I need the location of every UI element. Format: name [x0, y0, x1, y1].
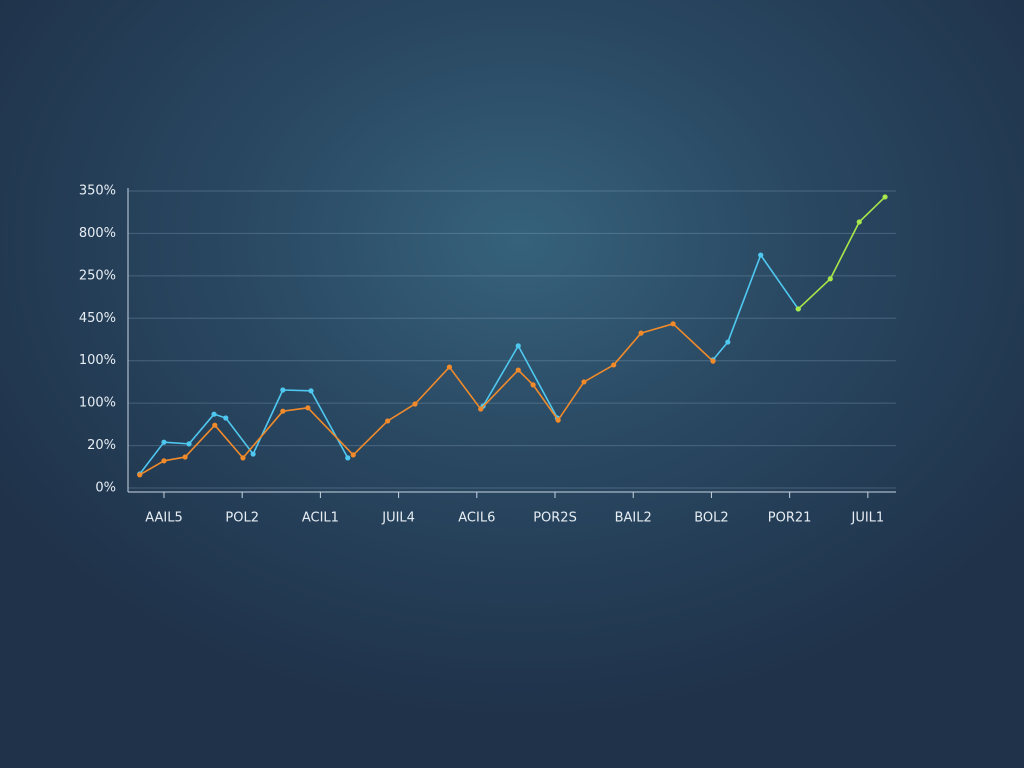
- x-tick-label: POR2S: [533, 511, 577, 526]
- y-tick-label: 250%: [79, 268, 116, 283]
- data-point: [305, 405, 311, 411]
- data-point: [611, 362, 617, 368]
- data-point: [280, 387, 286, 393]
- y-tick-label: 350%: [79, 184, 116, 199]
- data-point: [308, 388, 314, 394]
- y-tick-label: 100%: [79, 396, 116, 411]
- x-tick-label: POR21: [768, 511, 812, 526]
- y-tick-label: 20%: [87, 438, 116, 453]
- data-point: [350, 452, 356, 458]
- data-point: [555, 417, 561, 423]
- data-point: [182, 454, 188, 460]
- data-point: [581, 379, 587, 385]
- data-point: [240, 455, 246, 461]
- data-point: [827, 276, 833, 282]
- data-point: [137, 472, 143, 478]
- x-tick-label: BOL2: [694, 511, 728, 526]
- y-tick-label: 450%: [79, 311, 116, 326]
- x-tick-label: BAIL2: [615, 511, 652, 526]
- data-point: [478, 406, 484, 412]
- data-point: [795, 306, 801, 312]
- data-point: [856, 219, 862, 225]
- data-point: [412, 401, 418, 407]
- x-tick-label: AAIL5: [145, 511, 183, 526]
- x-tick-label: ACIL1: [302, 511, 339, 526]
- data-point: [515, 367, 521, 373]
- y-tick-label: 0%: [95, 481, 116, 496]
- x-tick-label: JUIL1: [850, 511, 884, 526]
- data-point: [280, 408, 286, 414]
- data-point: [211, 411, 217, 417]
- y-tick-label: 800%: [79, 226, 116, 241]
- data-point: [161, 439, 167, 445]
- data-point: [212, 422, 218, 428]
- x-tick-label: JUIL4: [381, 511, 415, 526]
- data-point: [345, 455, 351, 461]
- series-line: [139, 323, 714, 476]
- data-point: [710, 358, 716, 364]
- x-tick-label: ACIL6: [458, 511, 495, 526]
- data-point: [638, 330, 644, 336]
- series-line: [797, 196, 886, 310]
- data-point: [670, 321, 676, 327]
- data-point: [882, 194, 888, 200]
- data-point: [161, 458, 167, 464]
- data-point: [758, 252, 764, 258]
- data-point: [725, 339, 731, 345]
- data-point: [186, 441, 192, 447]
- y-tick-label: 100%: [79, 353, 116, 368]
- series-line: [482, 345, 559, 419]
- data-point: [223, 415, 229, 421]
- data-point: [446, 364, 453, 370]
- data-point: [385, 418, 391, 424]
- series-line: [712, 254, 799, 361]
- x-tick-label: POL2: [225, 511, 259, 526]
- data-point: [530, 382, 536, 388]
- series-line: [139, 389, 349, 475]
- data-point: [250, 451, 256, 457]
- data-point: [515, 343, 521, 349]
